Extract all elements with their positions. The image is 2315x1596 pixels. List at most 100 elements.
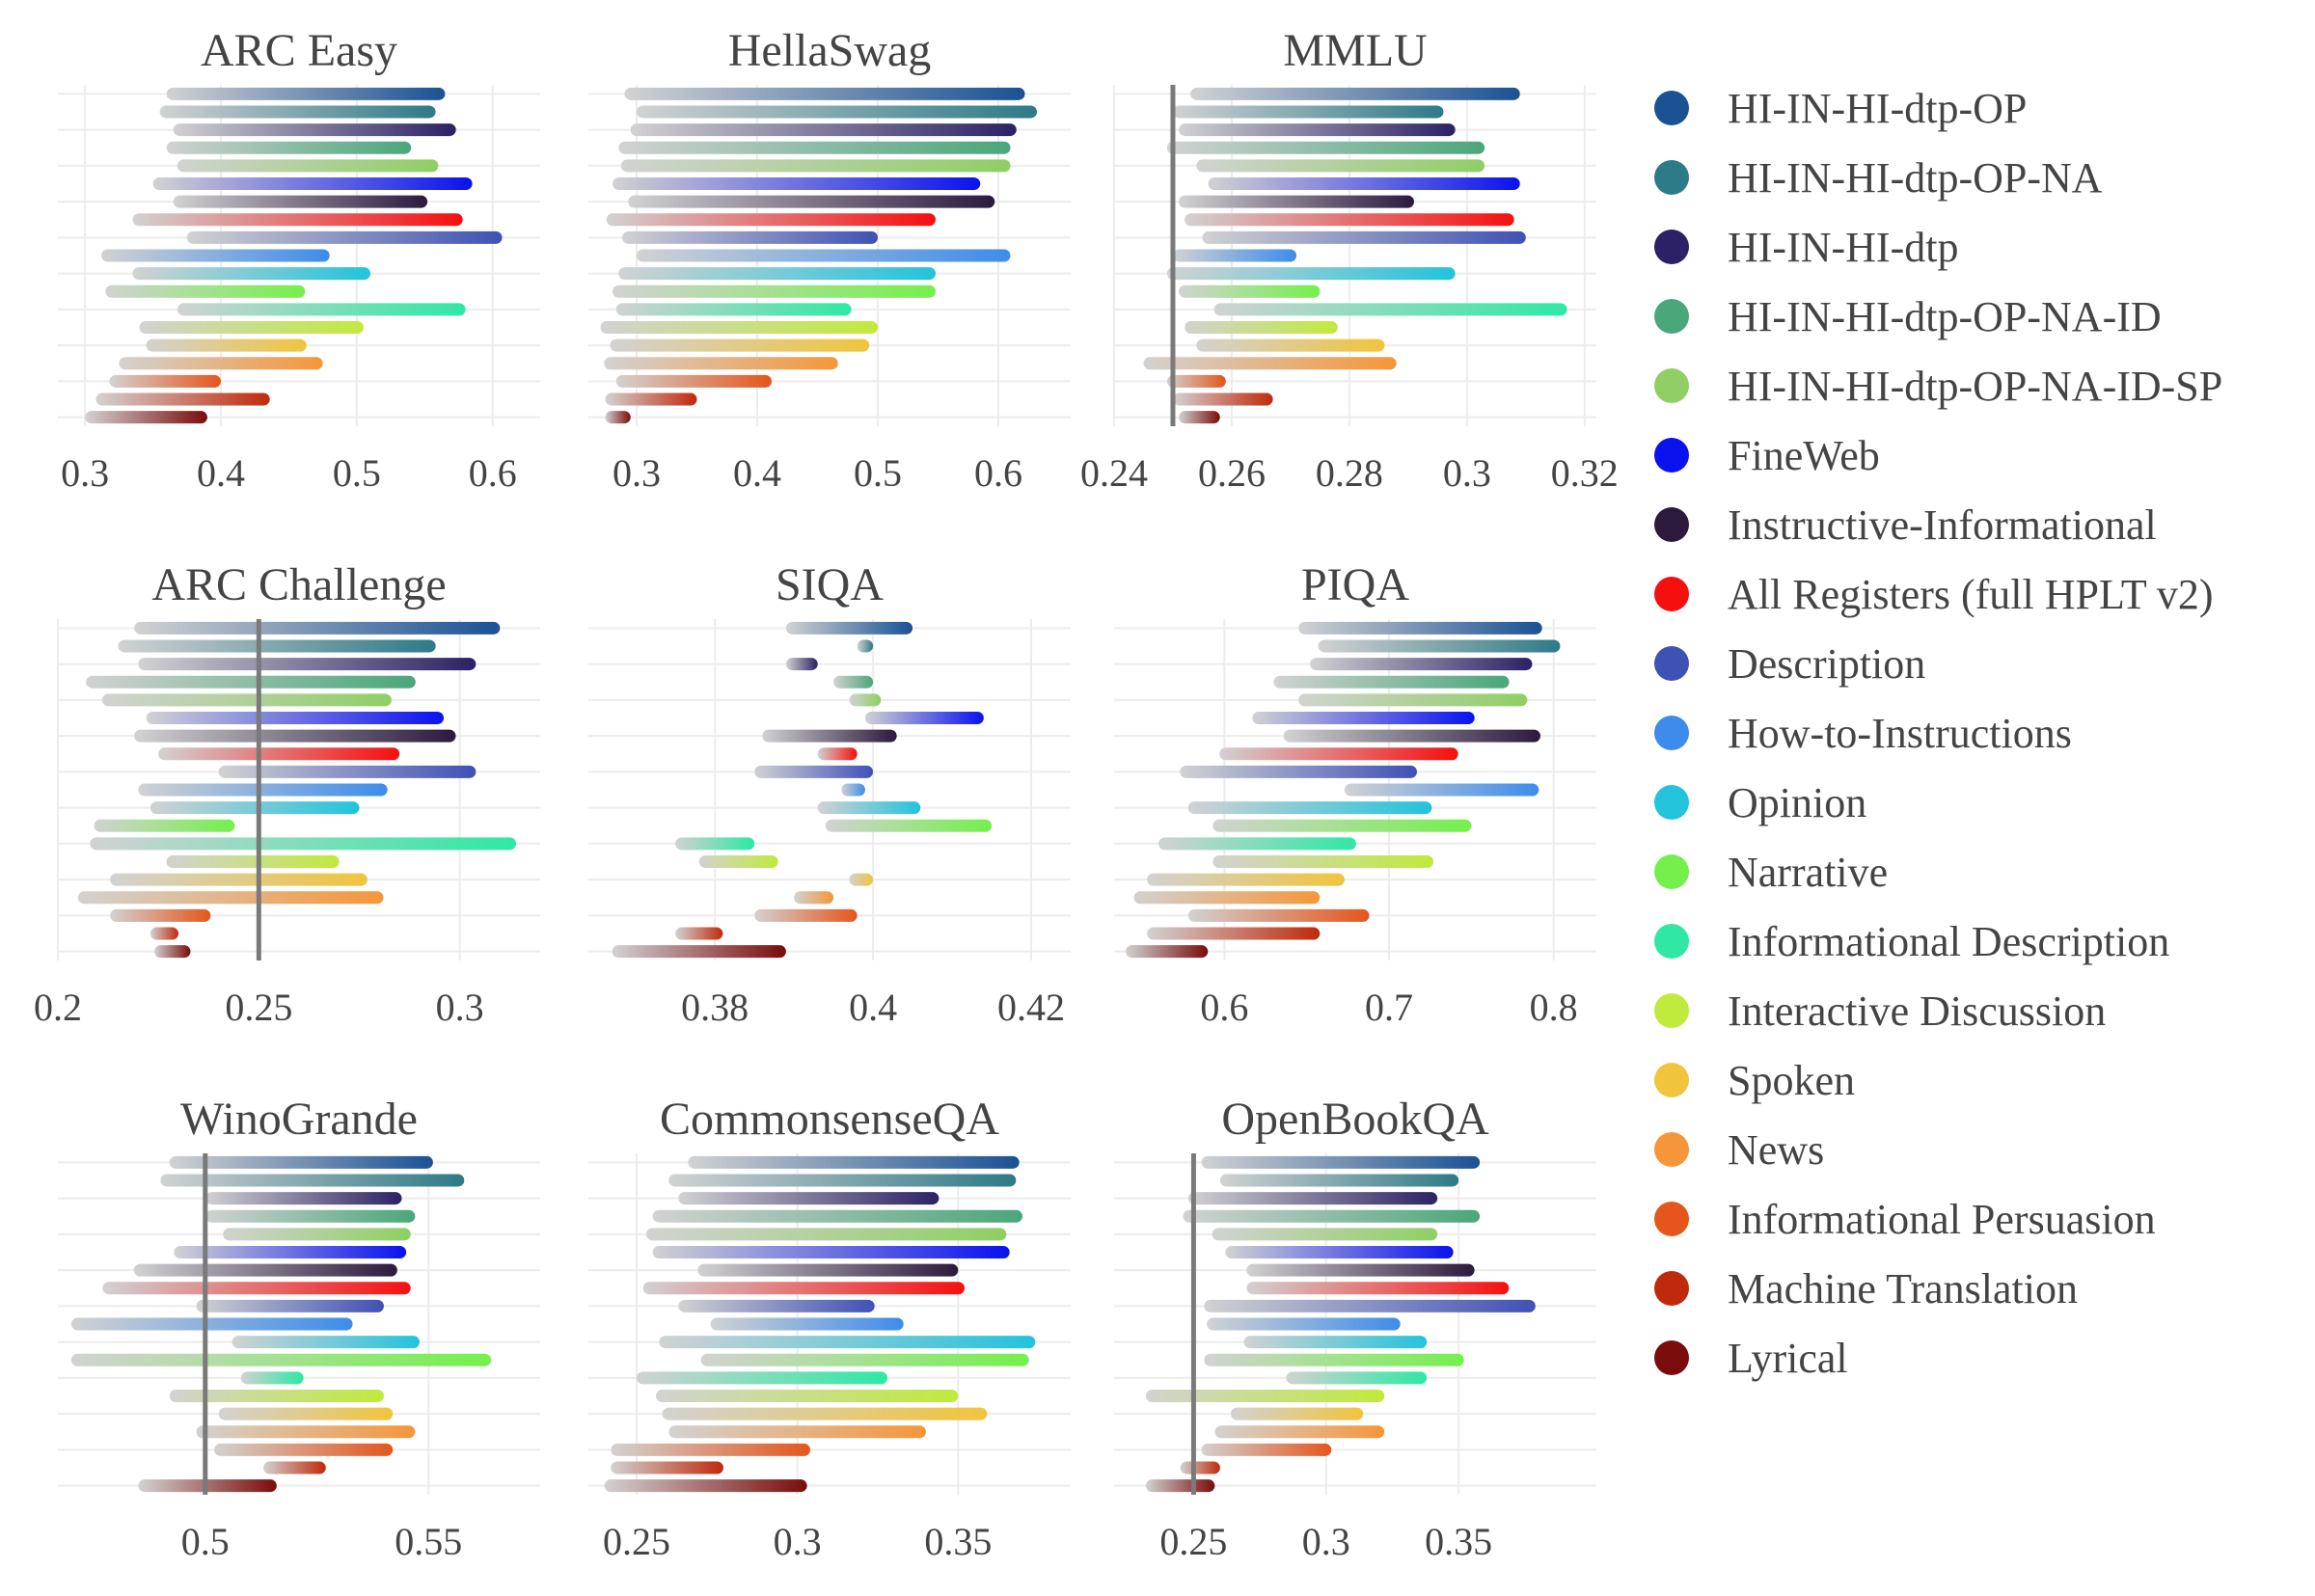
bar-hi-in-hi-dtp-op-na-id xyxy=(618,141,1011,154)
legend-label: Informational Persuasion xyxy=(1728,1195,2156,1243)
bar-hi-in-hi-dtp-op-na-id-sp xyxy=(849,693,882,707)
legend-label: HI-IN-HI-dtp-OP-NA xyxy=(1728,153,2103,202)
panel-arc-easy: ARC Easy 0.3 0.4 0.5 0.6 xyxy=(58,25,540,495)
bar-hi-in-hi-dtp xyxy=(173,123,456,137)
x-tick-label: 0.6 xyxy=(1200,986,1248,1029)
x-tick-label: 0.25 xyxy=(603,1520,670,1563)
bar-hi-in-hi-dtp-op-na xyxy=(1318,639,1561,653)
x-tick-label: 0.8 xyxy=(1530,986,1578,1029)
legend-label: Opinion xyxy=(1728,778,1867,826)
bar-informational-persuasion xyxy=(109,374,222,388)
x-tick-label: 0.55 xyxy=(395,1520,462,1563)
bar-informational-persuasion xyxy=(1166,374,1226,388)
x-tick-label: 0.5 xyxy=(181,1520,230,1563)
bar-hi-in-hi-dtp-op-na xyxy=(668,1174,1017,1187)
bar-informational-description xyxy=(240,1371,304,1385)
bar-lyrical xyxy=(604,1479,807,1493)
x-tick-label: 0.6 xyxy=(974,451,1022,495)
legend-swatch xyxy=(1654,1271,1689,1306)
x-tick-label: 0.35 xyxy=(1425,1520,1492,1563)
bar-hi-in-hi-dtp xyxy=(1187,1192,1438,1205)
bar-hi-in-hi-dtp xyxy=(1310,658,1533,671)
bar-fineweb xyxy=(1225,1245,1454,1258)
legend-item: Spoken xyxy=(1654,1051,1855,1109)
legend-swatch xyxy=(1654,785,1689,820)
legend-label: Informational Description xyxy=(1728,917,2170,965)
bar-spoken xyxy=(1147,873,1345,886)
x-tick-label: 0.24 xyxy=(1080,451,1148,495)
bar-spoken xyxy=(1196,338,1385,352)
bar-informational-description xyxy=(615,303,852,316)
x-tick-label: 0.2 xyxy=(34,986,82,1029)
legend-item: All Registers (full HPLT v2) xyxy=(1654,565,2214,623)
bar-informational-description xyxy=(177,303,466,316)
bar-machine-translation xyxy=(262,1461,326,1474)
bar-news xyxy=(119,357,323,370)
bar-instructive-informational xyxy=(173,195,428,208)
bar-narrative xyxy=(1212,819,1472,832)
legend-label: Machine Translation xyxy=(1728,1264,2078,1312)
x-tick-label: 0.3 xyxy=(1302,1520,1350,1563)
bar-hi-in-hi-dtp-op-na xyxy=(118,639,436,653)
bar-informational-description xyxy=(1158,837,1356,851)
x-tick-label: 0.7 xyxy=(1365,986,1413,1029)
bar-description xyxy=(218,765,477,778)
panel-winogrande: WinoGrande 0.5 0.55 xyxy=(58,1094,540,1563)
x-tick-label: 0.3 xyxy=(613,451,661,495)
bar-all-registers-full-hplt-v2 xyxy=(1185,213,1514,227)
x-tick-label: 0.4 xyxy=(197,451,245,495)
bar-informational-description xyxy=(90,837,516,851)
bar-hi-in-hi-dtp-op-na-id xyxy=(652,1209,1022,1223)
legend-swatch xyxy=(1654,1340,1689,1375)
bar-description xyxy=(186,230,503,244)
bar-news xyxy=(77,891,384,905)
bar-all-registers-full-hplt-v2 xyxy=(132,213,463,227)
legend-swatch xyxy=(1654,1202,1689,1236)
x-tick-label: 0.3 xyxy=(1443,451,1491,495)
x-tick-label: 0.6 xyxy=(469,451,517,495)
bar-opinion xyxy=(817,801,921,815)
bar-fineweb xyxy=(152,176,473,190)
legend-label: How-to-Instructions xyxy=(1728,709,2072,757)
legend-item: FineWeb xyxy=(1654,426,1880,484)
bar-all-registers-full-hplt-v2 xyxy=(1219,747,1458,761)
bar-narrative xyxy=(70,1353,492,1366)
bar-news xyxy=(1133,891,1321,905)
bar-spoken xyxy=(610,338,870,352)
bar-interactive-discussion xyxy=(139,321,364,335)
bar-instructive-informational xyxy=(133,1263,397,1277)
bar-instructive-informational xyxy=(1283,729,1540,743)
legend-swatch xyxy=(1654,1132,1689,1167)
bar-interactive-discussion xyxy=(1145,1390,1385,1403)
bar-hi-in-hi-dtp-op-na-id-sp xyxy=(646,1228,1007,1241)
bar-opinion xyxy=(1166,267,1456,281)
bar-how-to-instructions xyxy=(1207,1317,1401,1331)
bar-hi-in-hi-dtp xyxy=(678,1192,940,1205)
legend-item: Informational Persuasion xyxy=(1654,1190,2156,1248)
bar-how-to-instructions xyxy=(70,1317,353,1331)
panel-hellaswag: HellaSwag 0.3 0.4 0.5 0.6 xyxy=(588,25,1071,495)
x-tick-label: 0.3 xyxy=(774,1520,822,1563)
legend-label: Lyrical xyxy=(1728,1334,1848,1382)
bar-machine-translation xyxy=(675,927,723,940)
panel-commonsenseqa: CommonsenseQA 0.25 0.3 0.35 xyxy=(588,1094,1071,1563)
x-tick-label: 0.26 xyxy=(1198,451,1266,495)
panel-openbookqa: OpenBookQA 0.25 0.3 0.35 xyxy=(1114,1094,1596,1563)
bar-spoken xyxy=(662,1407,988,1420)
bar-interactive-discussion xyxy=(169,1390,384,1403)
bar-machine-translation xyxy=(605,392,697,406)
legend-swatch xyxy=(1654,438,1689,473)
bar-description xyxy=(754,765,874,778)
bar-how-to-instructions xyxy=(637,249,1011,262)
panel-title: PIQA xyxy=(1301,559,1409,610)
bar-narrative xyxy=(700,1353,1029,1366)
legend-swatch xyxy=(1654,924,1689,959)
legend-swatch xyxy=(1654,507,1689,542)
bar-lyrical xyxy=(1145,1479,1215,1493)
bar-hi-in-hi-dtp-op-na-id-sp xyxy=(1212,1228,1438,1241)
bar-machine-translation xyxy=(150,927,178,940)
bar-fineweb xyxy=(864,711,984,724)
legend-item: How-to-Instructions xyxy=(1654,704,2072,762)
bar-all-registers-full-hplt-v2 xyxy=(817,747,858,761)
